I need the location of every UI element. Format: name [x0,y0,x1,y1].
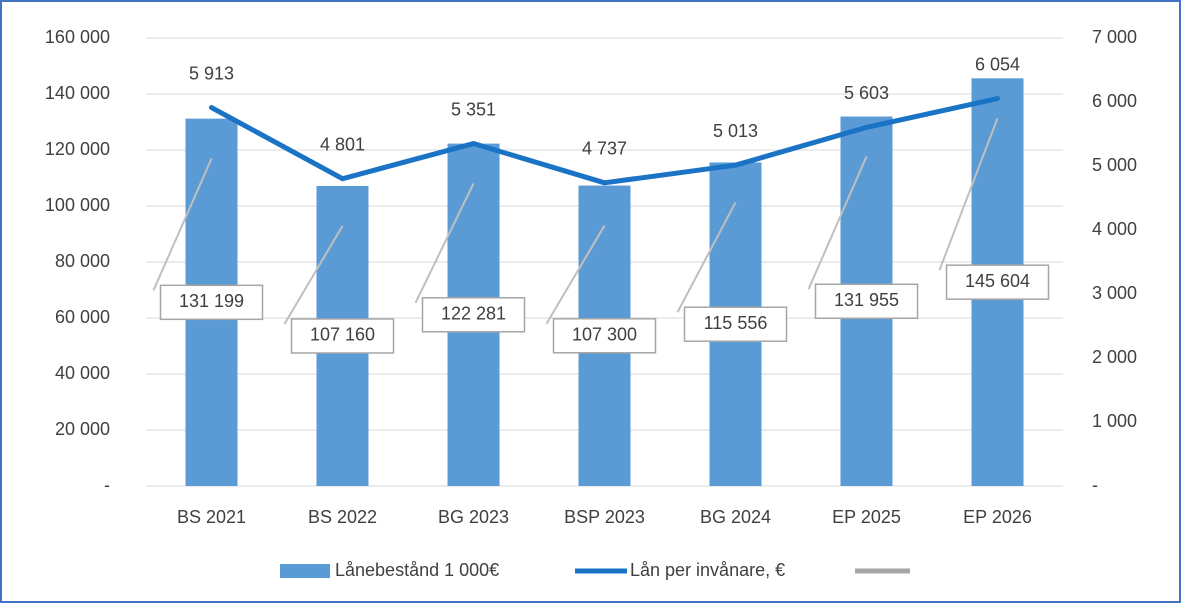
data-label: 107 160 [310,325,375,345]
data-label: 5 013 [713,121,758,141]
y-tick-label: 160 000 [45,27,110,47]
y-tick-label: 60 000 [55,307,110,327]
y-tick-label: 100 000 [45,195,110,215]
legend-label: Lån per invånare, € [630,560,785,580]
data-label: 6 054 [975,54,1020,74]
label-leader [938,117,999,271]
y-tick-label: 20 000 [55,419,110,439]
y2-tick-label: 1 000 [1092,411,1137,431]
y-tick-label: 80 000 [55,251,110,271]
y-tick-label: 120 000 [45,139,110,159]
y2-tick-label: 5 000 [1092,155,1137,175]
x-tick-label: BG 2024 [700,507,771,527]
label-leader [545,225,606,325]
label-leader [807,156,868,290]
data-label: 131 199 [179,291,244,311]
y2-tick-label: 3 000 [1092,283,1137,303]
line [209,96,1000,186]
data-label-box [945,264,1050,300]
y2-tick-label: - [1092,475,1098,495]
data-label: 5 913 [189,63,234,83]
data-label: 122 281 [441,304,506,324]
legend-swatch [280,564,330,578]
data-label: 107 300 [572,325,637,345]
x-tick-label: EP 2026 [963,507,1032,527]
y2-tick-label: 6 000 [1092,91,1137,111]
data-label: 5 351 [451,99,496,119]
y-tick-label: 140 000 [45,83,110,103]
y-tick-label: 40 000 [55,363,110,383]
y2-tick-label: 4 000 [1092,219,1137,239]
data-label: 4 737 [582,139,627,159]
data-label-box [552,318,657,354]
data-label-box [290,318,395,354]
legend-label: Lånebestånd 1 000€ [335,560,499,580]
data-label: 115 556 [704,313,768,333]
y2-tick-label: 2 000 [1092,347,1137,367]
y2-tick-label: 7 000 [1092,27,1137,47]
data-label-box [814,283,919,320]
label-leader [676,201,737,313]
label-leader [152,158,213,291]
x-tick-label: BS 2021 [177,507,246,527]
data-label: 5 603 [844,83,889,103]
data-label-box [421,297,526,333]
data-label: 4 801 [320,134,365,154]
data-label-box [683,306,788,342]
data-label: 131 955 [834,290,899,310]
x-tick-label: BS 2022 [308,507,377,527]
label-leader [414,183,475,304]
data-label-box [159,284,264,321]
x-tick-label: BG 2023 [438,507,509,527]
data-label: 145 604 [965,271,1030,291]
x-tick-label: EP 2025 [832,507,901,527]
label-leader [283,225,344,325]
y-tick-label: - [104,475,110,495]
x-tick-label: BSP 2023 [564,507,645,527]
